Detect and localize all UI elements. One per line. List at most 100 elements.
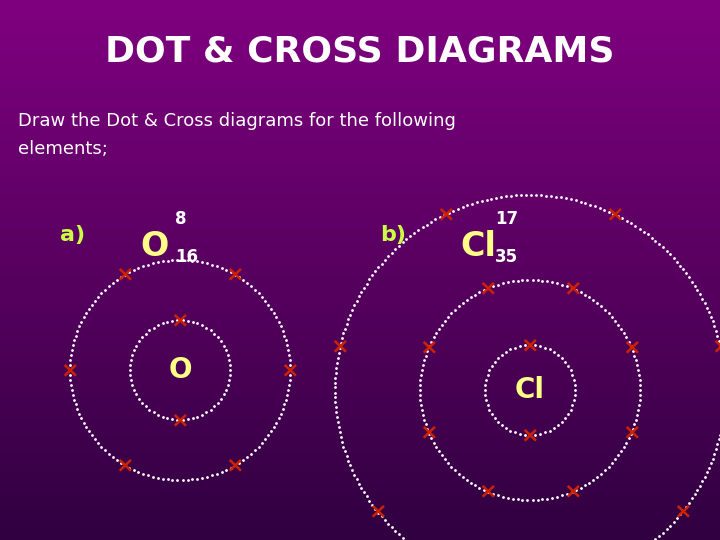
Point — [548, 348, 559, 356]
Point — [583, 478, 595, 487]
Point — [683, 498, 695, 507]
Point — [284, 356, 295, 364]
Point — [341, 452, 352, 461]
Point — [224, 366, 235, 374]
Point — [413, 226, 424, 234]
Point — [634, 390, 646, 399]
Text: ×: × — [521, 335, 539, 355]
Point — [489, 414, 500, 422]
Point — [616, 447, 627, 456]
Point — [356, 288, 367, 296]
Point — [201, 408, 212, 417]
Point — [457, 202, 469, 211]
Point — [224, 371, 235, 380]
Point — [719, 366, 720, 374]
Point — [339, 324, 351, 333]
Text: ×: × — [419, 422, 438, 442]
Point — [182, 316, 194, 325]
Point — [689, 490, 701, 498]
Point — [552, 421, 564, 429]
Point — [699, 299, 711, 307]
Point — [469, 481, 481, 490]
Point — [130, 341, 142, 350]
Point — [546, 494, 558, 502]
Point — [130, 390, 142, 399]
Text: 8: 8 — [175, 210, 186, 228]
Point — [665, 250, 676, 259]
Point — [595, 469, 607, 478]
Point — [701, 468, 713, 477]
Point — [625, 429, 636, 438]
Point — [461, 296, 472, 305]
Point — [416, 366, 428, 374]
Point — [216, 264, 228, 273]
Point — [260, 435, 271, 444]
Text: ×: × — [60, 360, 79, 380]
Point — [361, 279, 372, 288]
Point — [277, 327, 289, 335]
Point — [539, 428, 551, 437]
Point — [263, 300, 274, 309]
Point — [552, 492, 563, 501]
Point — [490, 194, 502, 202]
Point — [152, 258, 163, 267]
Point — [492, 417, 504, 426]
Point — [562, 362, 574, 370]
Point — [162, 256, 174, 265]
Text: ×: × — [116, 455, 135, 475]
Point — [127, 350, 138, 359]
Point — [598, 205, 610, 214]
Point — [415, 376, 426, 384]
Point — [497, 279, 508, 288]
Point — [462, 201, 473, 210]
Point — [568, 396, 580, 404]
Point — [482, 371, 493, 380]
Point — [186, 318, 198, 326]
Point — [421, 347, 433, 355]
Point — [369, 504, 381, 513]
Point — [570, 386, 581, 394]
Point — [566, 488, 577, 496]
Point — [495, 193, 507, 201]
Point — [585, 200, 596, 209]
Point — [546, 192, 557, 200]
Point — [222, 381, 233, 389]
Point — [471, 198, 482, 207]
Point — [280, 395, 292, 404]
Point — [207, 471, 218, 480]
Point — [428, 333, 439, 341]
Point — [579, 291, 590, 299]
Point — [465, 293, 477, 302]
Point — [414, 386, 426, 394]
Point — [514, 342, 526, 350]
Point — [353, 292, 364, 301]
Point — [332, 418, 343, 427]
Point — [610, 455, 621, 464]
Point — [418, 415, 430, 424]
Point — [534, 342, 546, 350]
Point — [507, 494, 518, 503]
Point — [125, 366, 136, 374]
Point — [390, 245, 401, 253]
Point — [140, 329, 151, 338]
Point — [561, 489, 572, 498]
Point — [66, 386, 78, 394]
Point — [256, 293, 268, 301]
Point — [138, 262, 149, 271]
Point — [397, 238, 408, 247]
Point — [361, 492, 372, 501]
Point — [366, 500, 378, 509]
Point — [514, 429, 526, 438]
Point — [588, 296, 599, 305]
Point — [497, 492, 508, 501]
Point — [70, 331, 81, 340]
Point — [496, 421, 508, 429]
Point — [197, 474, 208, 482]
Point — [480, 396, 492, 404]
Point — [446, 309, 457, 318]
Point — [678, 265, 689, 274]
Point — [343, 456, 354, 465]
Point — [366, 271, 378, 280]
Point — [269, 308, 280, 317]
Point — [603, 309, 614, 318]
